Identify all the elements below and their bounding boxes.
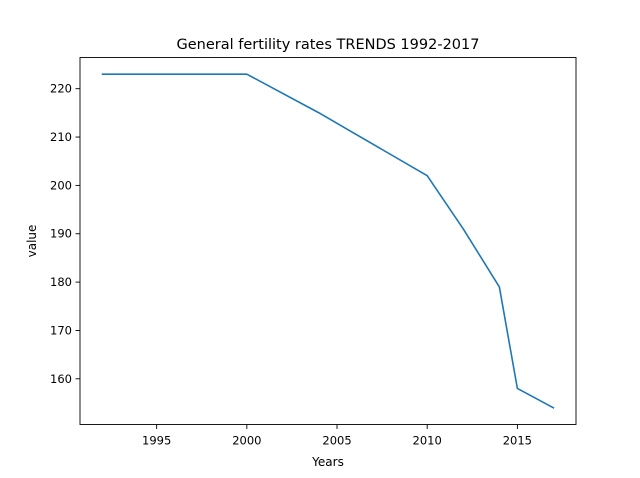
y-tick-label: 160: [50, 372, 72, 386]
x-tick-label: 2015: [503, 434, 532, 448]
x-axis-label: Years: [311, 455, 344, 469]
x-tick-label: 1995: [142, 434, 171, 448]
y-tick-label: 170: [50, 323, 72, 337]
x-tick-label: 2000: [232, 434, 261, 448]
y-tick-label: 200: [50, 178, 72, 192]
y-tick-label: 220: [50, 82, 72, 96]
y-axis-label: value: [25, 225, 39, 258]
plot-series: [101, 73, 555, 409]
x-tick-label: 2010: [413, 434, 442, 448]
x-axis-ticks: 1995 2000 2005 2010 2015: [142, 424, 532, 448]
x-tick-label: 2005: [322, 434, 351, 448]
plot-frame: [79, 57, 577, 425]
y-tick-label: 190: [50, 227, 72, 241]
y-axis-ticks: 160 170 180 190 200 210 220: [50, 82, 80, 386]
y-tick-label: 180: [50, 275, 72, 289]
y-tick-label: 210: [50, 130, 72, 144]
series-line: [101, 73, 555, 409]
chart-title: General fertility rates TRENDS 1992-2017: [177, 37, 480, 53]
